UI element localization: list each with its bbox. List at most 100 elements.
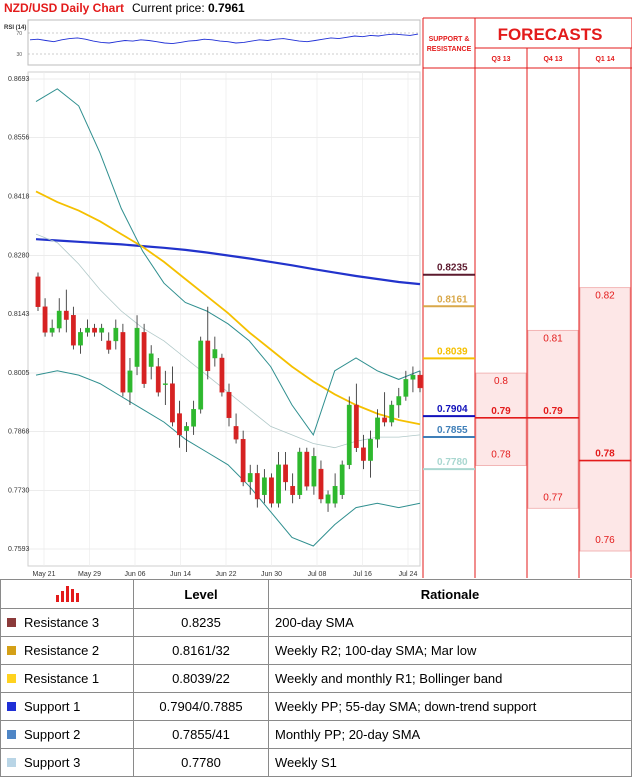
candle-body bbox=[247, 473, 253, 483]
indicator-line bbox=[35, 88, 421, 436]
y-tick-label: 0.8280 bbox=[8, 252, 30, 259]
x-tick-label: May 29 bbox=[78, 571, 101, 578]
candle-body bbox=[368, 438, 373, 461]
candle-body bbox=[212, 349, 218, 359]
table-row: Resistance 1 0.8039/22 Weekly and monthl… bbox=[0, 664, 632, 693]
y-tick-label: 0.7593 bbox=[8, 546, 30, 553]
row-name: Support 2 bbox=[24, 727, 81, 742]
forecast-low: 0.78 bbox=[491, 450, 511, 461]
sr-level-label: 0.8039 bbox=[437, 346, 468, 357]
candle-body bbox=[290, 485, 296, 495]
header-level: Level bbox=[133, 579, 269, 609]
candle-body bbox=[297, 451, 303, 495]
y-tick-label: 0.7868 bbox=[8, 429, 30, 436]
candle-body bbox=[226, 391, 232, 419]
row-swatch bbox=[7, 618, 16, 628]
candle-body bbox=[85, 327, 90, 333]
sr-header-line2: RESISTANCE bbox=[427, 46, 472, 53]
candle-body bbox=[346, 404, 352, 466]
row-rationale: Weekly S1 bbox=[268, 748, 632, 777]
table-row: Resistance 3 0.8235 200-day SMA bbox=[0, 608, 632, 637]
candle-body bbox=[382, 417, 388, 423]
y-tick-label: 0.8143 bbox=[8, 311, 30, 318]
candle-body bbox=[56, 310, 62, 329]
forecast-range-box bbox=[579, 287, 631, 552]
candle-body bbox=[198, 340, 204, 410]
candle-body bbox=[184, 426, 189, 431]
candle-body bbox=[205, 340, 211, 372]
candle-body bbox=[353, 404, 359, 448]
candle-body bbox=[177, 413, 182, 436]
candle-body bbox=[410, 374, 416, 380]
chart-area: NZD/USD Daily Chart Current price: 0.796… bbox=[4, 1, 632, 578]
candle-body bbox=[269, 477, 274, 504]
rsi-level-30: 30 bbox=[16, 52, 22, 58]
candle-body bbox=[155, 366, 161, 393]
row-name: Support 3 bbox=[24, 755, 81, 770]
x-tick-label: Jun 30 bbox=[261, 571, 282, 578]
table-row: Support 3 0.7780 Weekly S1 bbox=[0, 748, 632, 777]
forecast-mid: 0.79 bbox=[543, 406, 563, 417]
row-level: 0.8161/32 bbox=[133, 636, 269, 665]
price-value: 0.7961 bbox=[208, 1, 245, 15]
forecast-high: 0.81 bbox=[543, 333, 563, 344]
row-swatch bbox=[7, 674, 16, 684]
y-tick-label: 0.8005 bbox=[8, 370, 30, 377]
header-rationale: Rationale bbox=[268, 579, 632, 609]
chart-title: NZD/USD Daily Chart bbox=[4, 1, 124, 15]
candle-body bbox=[63, 310, 69, 320]
candle-body bbox=[99, 327, 105, 333]
x-tick-label: Jun 14 bbox=[170, 571, 191, 578]
candle-body bbox=[42, 306, 48, 333]
forecast-range-box bbox=[527, 329, 579, 509]
candle-body bbox=[261, 477, 267, 495]
forecast-col-label: Q3 13 bbox=[491, 56, 510, 63]
candle-body bbox=[78, 332, 83, 346]
indicator-line bbox=[35, 238, 421, 286]
rationale-table: Level Rationale Resistance 3 0.8235 200-… bbox=[0, 579, 632, 777]
candle-body bbox=[361, 447, 366, 461]
chart-bars-icon bbox=[0, 579, 134, 609]
candle-body bbox=[339, 464, 345, 495]
candle-body bbox=[318, 468, 324, 500]
candle-body bbox=[70, 315, 76, 346]
sr-level-label: 0.8235 bbox=[437, 263, 468, 274]
candle-body bbox=[276, 464, 281, 504]
y-tick-label: 0.8418 bbox=[8, 194, 30, 201]
candle-body bbox=[120, 332, 126, 393]
x-tick-label: Jun 06 bbox=[124, 571, 145, 578]
table-row: Support 1 0.7904/0.7885 Weekly PP; 55-da… bbox=[0, 692, 632, 721]
candle-body bbox=[134, 327, 140, 367]
x-tick-label: Jun 22 bbox=[215, 571, 236, 578]
row-level: 0.7904/0.7885 bbox=[133, 692, 269, 721]
sr-level-label: 0.7904 bbox=[437, 404, 468, 415]
x-tick-label: Jul 24 bbox=[399, 571, 418, 578]
row-name: Resistance 3 bbox=[24, 615, 100, 630]
forecast-range-box bbox=[475, 372, 527, 466]
candle-body bbox=[35, 276, 41, 307]
x-tick-label: Jul 08 bbox=[308, 571, 327, 578]
candle-body bbox=[311, 456, 317, 487]
price-label: Current price: bbox=[132, 1, 205, 15]
candle-body bbox=[240, 438, 246, 483]
candle-body bbox=[106, 340, 112, 350]
sr-level-label: 0.7780 bbox=[437, 457, 468, 468]
row-level: 0.8235 bbox=[133, 608, 269, 637]
candle-body bbox=[254, 473, 260, 500]
candle-body bbox=[162, 383, 168, 385]
candle-body bbox=[219, 357, 225, 393]
candle-body bbox=[304, 451, 310, 487]
x-tick-label: Jul 16 bbox=[353, 571, 372, 578]
candle-body bbox=[417, 374, 423, 389]
row-swatch bbox=[7, 730, 16, 740]
row-rationale: Monthly PP; 20-day SMA bbox=[268, 720, 632, 749]
forecast-col-label: Q4 13 bbox=[543, 56, 562, 63]
y-tick-label: 0.7730 bbox=[8, 487, 30, 494]
row-name: Resistance 2 bbox=[24, 643, 100, 658]
candle-body bbox=[148, 353, 154, 367]
rsi-series-line bbox=[29, 33, 419, 45]
candle-body bbox=[92, 327, 97, 333]
candle-body bbox=[403, 379, 409, 397]
row-rationale: Weekly and monthly R1; Bollinger band bbox=[268, 664, 632, 693]
candle-body bbox=[191, 409, 197, 427]
